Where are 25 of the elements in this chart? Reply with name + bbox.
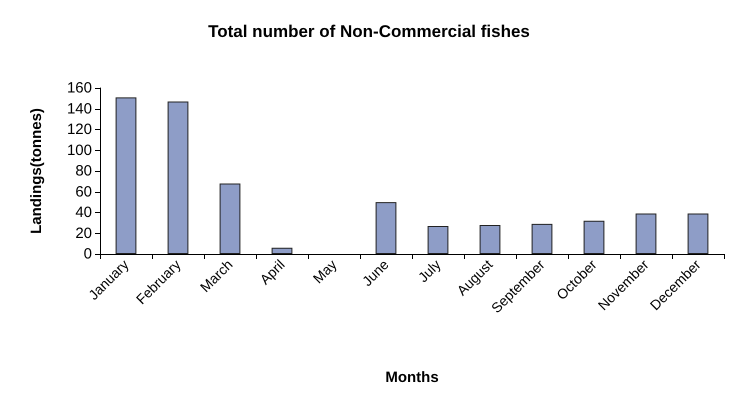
y-tick-label: 100 [66, 142, 92, 159]
bar [636, 214, 656, 254]
chart-title: Total number of Non-Commercial fishes [208, 22, 530, 41]
y-tick-label: 60 [75, 183, 92, 200]
bar [688, 214, 708, 254]
bar [480, 224, 500, 254]
y-tick-label: 0 [84, 246, 92, 262]
bar [168, 101, 188, 254]
bar [584, 220, 604, 254]
y-tick-label: 120 [66, 121, 92, 138]
y-tick-label: 80 [75, 162, 92, 180]
x-axis-title: Months [385, 369, 439, 386]
x-tick-label: July [414, 256, 444, 286]
x-tick-label: May [310, 256, 340, 286]
y-tick-label: 40 [75, 204, 92, 221]
y-axis-title: Landings(tonnes) [28, 108, 45, 234]
y-tick-label: 140 [66, 100, 92, 118]
y-tick-label: 20 [75, 224, 92, 242]
bar [116, 97, 136, 254]
y-tick-label: 160 [66, 80, 92, 96]
bar [272, 248, 292, 254]
bar [532, 224, 552, 254]
bar [376, 202, 396, 254]
bar [220, 183, 240, 254]
bar [428, 226, 448, 254]
